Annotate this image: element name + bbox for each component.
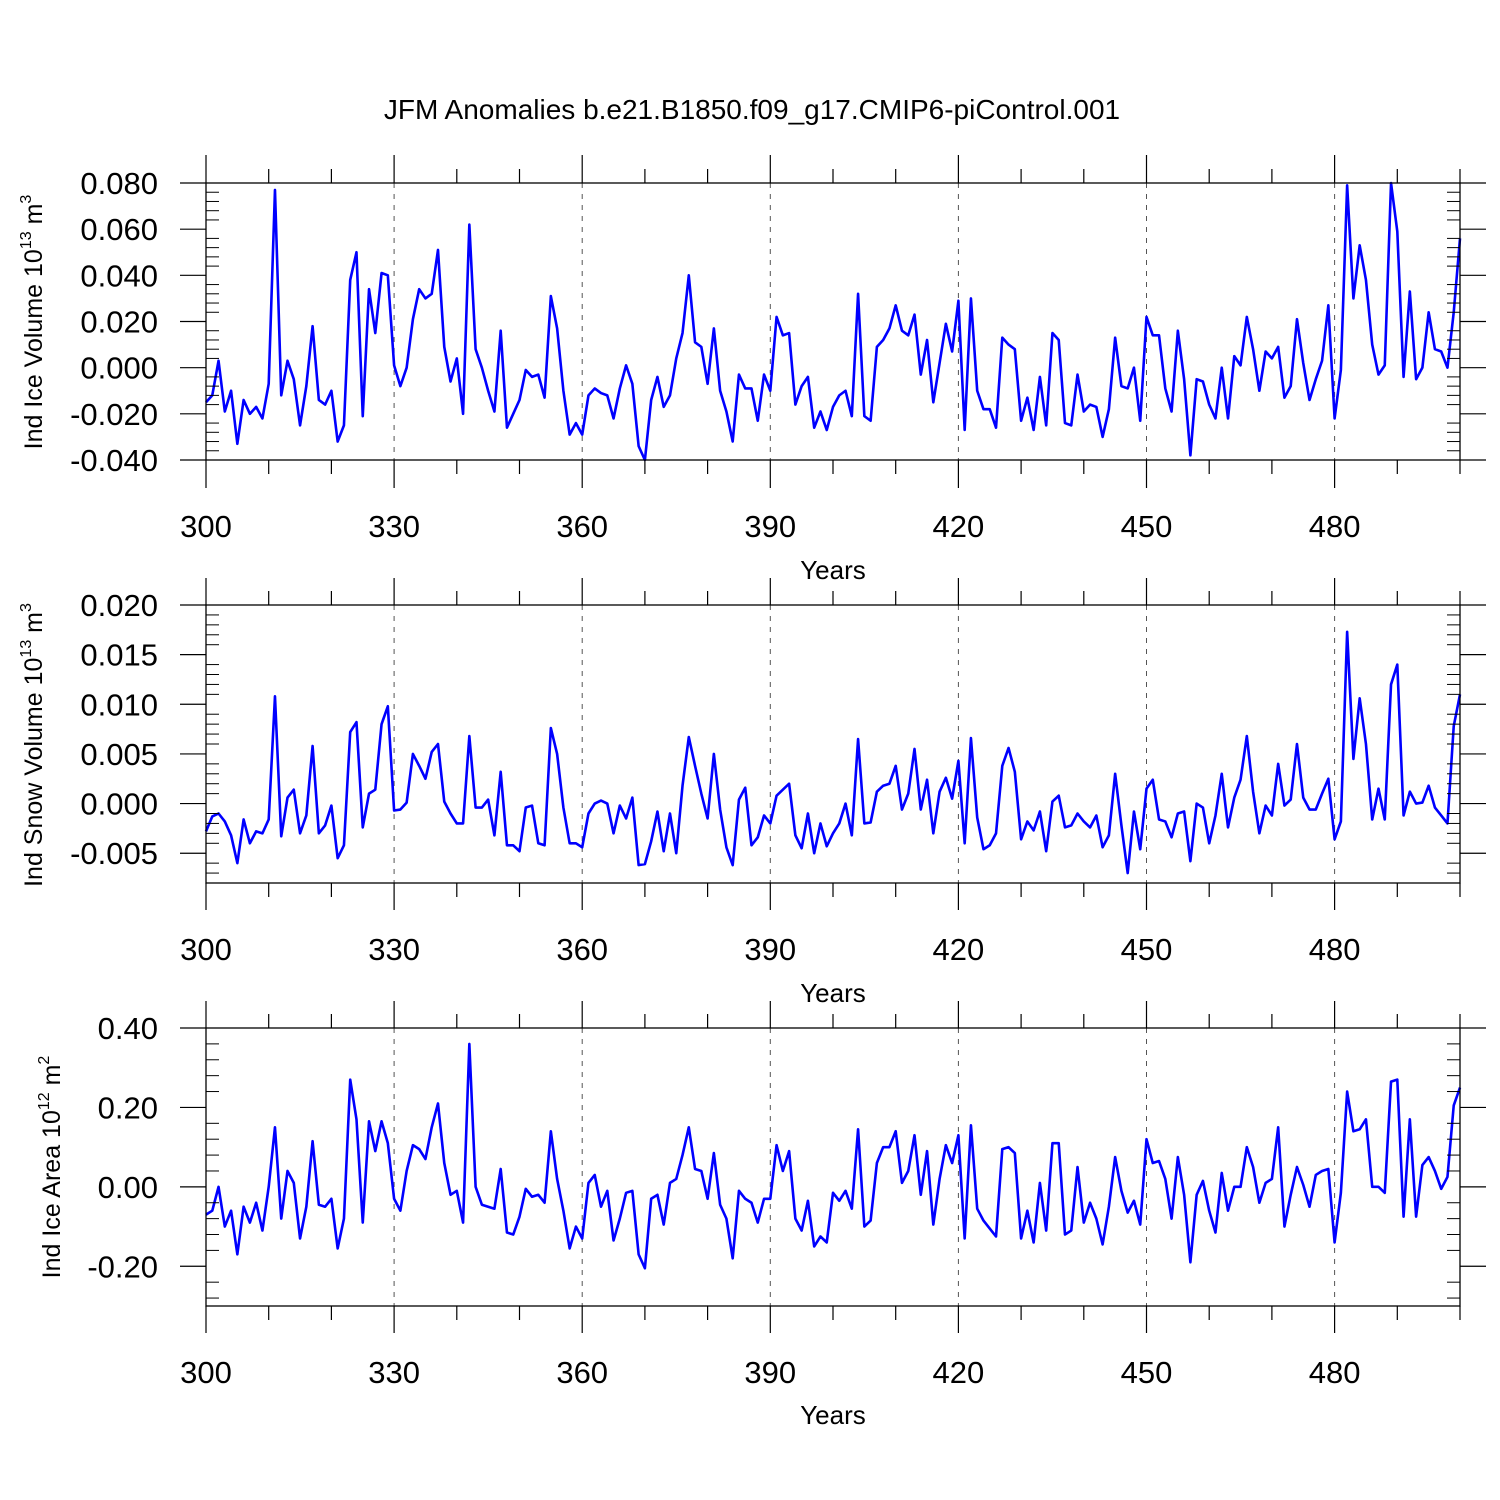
snow-volume-x-tick-label: 300	[180, 932, 232, 967]
ice-volume-x-tick-label: 420	[933, 509, 985, 544]
snow-volume-y-tick-label: 0.010	[80, 687, 158, 722]
ice-volume-y-tick-label: 0.040	[80, 258, 158, 293]
snow-volume-x-tick-label: 450	[1121, 932, 1173, 967]
chart-title: JFM Anomalies b.e21.B1850.f09_g17.CMIP6-…	[384, 94, 1120, 125]
ice-area-x-tick-label: 420	[933, 1355, 985, 1390]
ice-volume-y-tick-label: 0.020	[80, 305, 158, 340]
snow-volume-series-line	[204, 630, 1462, 875]
ice-volume-series-line	[205, 181, 1462, 462]
ice-area-x-tick-label: 450	[1121, 1355, 1173, 1390]
snow-volume-x-tick-label: 360	[556, 932, 608, 967]
snow-volume-panel: Ind Snow Volume 1013 m3 Years 300 330 360 3…	[18, 578, 1486, 1008]
ice-volume-y-tick-label: -0.040	[70, 443, 158, 478]
ice-volume-y-axis-label: Ind Ice Volume 1013 m3	[18, 195, 48, 450]
snow-volume-y-tick-label: 0.020	[80, 588, 158, 623]
ice-volume-y-tick-label: 0.060	[80, 212, 158, 247]
snow-volume-y-axis-label: Ind Snow Volume 1013 m3	[18, 603, 48, 887]
ice-area-x-tick-label: 390	[744, 1355, 796, 1390]
ice-volume-x-tick-label: 360	[556, 509, 608, 544]
ice-volume-y-tick-label: 0.080	[80, 166, 158, 201]
ice-volume-x-tick-label: 450	[1121, 509, 1173, 544]
ice-area-y-tick-label: -0.20	[87, 1249, 158, 1284]
snow-volume-x-tick-label: 480	[1309, 932, 1361, 967]
ice-area-y-axis-label: Ind Ice Area 1012 m2	[36, 1056, 66, 1279]
ice-area-x-tick-label: 480	[1309, 1355, 1361, 1390]
snow-volume-x-axis-label: Years	[800, 978, 866, 1008]
ice-area-x-tick-label: 360	[556, 1355, 608, 1390]
ice-area-y-tick-label: 0.20	[98, 1090, 158, 1125]
ice-area-panel: Ind Ice Area 1012 m2 Years 300 330 360 390 4…	[36, 1001, 1486, 1430]
snow-volume-x-tick-label: 330	[368, 932, 420, 967]
snow-volume-y-tick-label: 0.000	[80, 787, 158, 822]
ice-area-x-tick-label: 330	[368, 1355, 420, 1390]
ice-area-y-tick-label: 0.00	[98, 1170, 158, 1205]
ice-volume-y-tick-label: -0.020	[70, 397, 158, 432]
ice-volume-x-tick-label: 330	[368, 509, 420, 544]
ice-area-x-tick-label: 300	[180, 1355, 232, 1390]
ice-volume-x-tick-label: 300	[180, 509, 232, 544]
ice-area-y-tick-label: 0.40	[98, 1011, 158, 1046]
snow-volume-y-tick-label: -0.005	[70, 836, 158, 871]
ice-volume-x-tick-label: 480	[1309, 509, 1361, 544]
ice-volume-y-tick-label: 0.000	[80, 351, 158, 386]
snow-volume-x-tick-label: 420	[933, 932, 985, 967]
ice-volume-x-tick-label: 390	[744, 509, 796, 544]
ice-area-series-line	[205, 1042, 1462, 1270]
ice-volume-panel: Ind Ice Volume 1013 m3 Years 300 330 360 39…	[18, 155, 1486, 585]
ice-area-x-axis-label: Years	[800, 1400, 866, 1430]
ice-volume-x-axis-label: Years	[800, 555, 866, 585]
snow-volume-x-tick-label: 390	[744, 932, 796, 967]
snow-volume-y-tick-label: 0.015	[80, 638, 158, 673]
snow-volume-y-tick-label: 0.005	[80, 737, 158, 772]
